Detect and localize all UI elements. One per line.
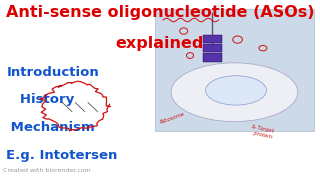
- Text: Mechanism: Mechanism: [6, 121, 95, 134]
- Ellipse shape: [171, 63, 298, 122]
- Text: explained: explained: [116, 36, 204, 51]
- Text: & Target
  protein: & Target protein: [250, 124, 275, 140]
- Text: History: History: [6, 93, 75, 106]
- Text: Anti-sense oligonucleotide (ASOs): Anti-sense oligonucleotide (ASOs): [6, 5, 314, 20]
- Bar: [203, 53, 222, 62]
- Text: Created with biorender.com: Created with biorender.com: [3, 168, 91, 173]
- Bar: [203, 35, 222, 43]
- Text: E.g. Intotersen: E.g. Intotersen: [6, 149, 118, 162]
- Bar: [203, 44, 222, 52]
- Text: Ribosome: Ribosome: [160, 111, 186, 125]
- FancyBboxPatch shape: [155, 9, 314, 131]
- Ellipse shape: [205, 76, 267, 105]
- Text: Introduction: Introduction: [6, 66, 99, 78]
